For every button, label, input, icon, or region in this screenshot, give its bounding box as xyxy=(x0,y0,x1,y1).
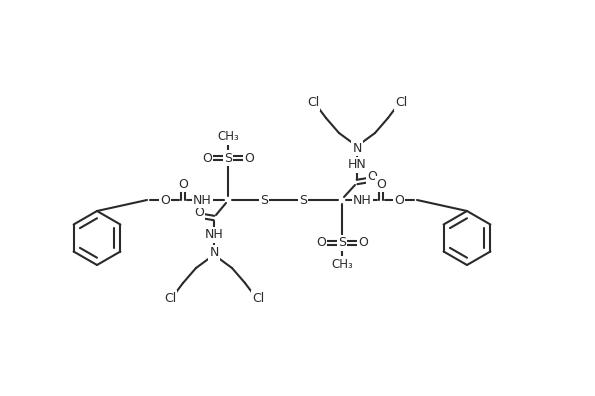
Text: S: S xyxy=(224,152,232,164)
Text: HN: HN xyxy=(347,158,367,171)
Text: Cl: Cl xyxy=(164,291,176,305)
Text: O: O xyxy=(160,194,170,206)
Text: O: O xyxy=(358,236,368,249)
Text: O: O xyxy=(178,177,188,190)
Text: CH₃: CH₃ xyxy=(331,257,353,270)
Text: Cl: Cl xyxy=(395,97,407,110)
Text: O: O xyxy=(316,236,326,249)
Text: O: O xyxy=(194,206,204,219)
Text: S: S xyxy=(260,194,268,206)
Text: S: S xyxy=(338,236,346,249)
Text: N: N xyxy=(209,246,219,259)
Text: O: O xyxy=(202,152,212,164)
Text: O: O xyxy=(394,194,404,206)
Text: O: O xyxy=(376,177,386,190)
Text: NH: NH xyxy=(353,194,371,206)
Text: S: S xyxy=(299,194,307,206)
Text: NH: NH xyxy=(193,194,211,206)
Text: O: O xyxy=(244,152,254,164)
Text: NH: NH xyxy=(205,228,223,242)
Text: Cl: Cl xyxy=(252,291,264,305)
Text: N: N xyxy=(352,141,362,154)
Text: O: O xyxy=(367,171,377,183)
Text: CH₃: CH₃ xyxy=(217,131,239,143)
Text: Cl: Cl xyxy=(307,97,319,110)
